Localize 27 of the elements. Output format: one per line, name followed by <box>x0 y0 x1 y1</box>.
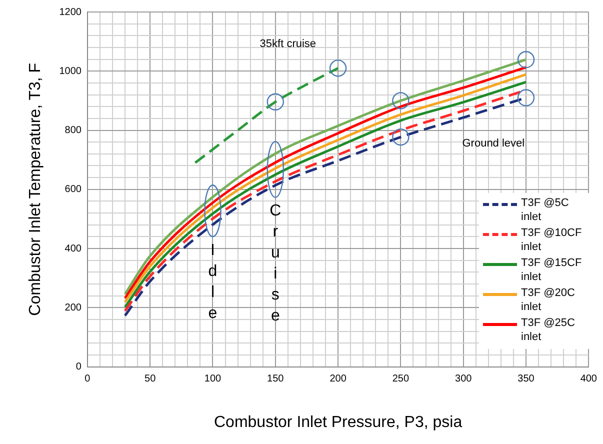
y-tick-label: 200 <box>64 302 82 314</box>
legend-label: T3F @25C inlet <box>521 316 576 344</box>
x-tick-label: 50 <box>144 374 156 385</box>
y-tick-label: 0 <box>76 362 82 373</box>
x-tick-label: 200 <box>330 374 347 385</box>
x-tick-label: 100 <box>204 374 222 385</box>
annotation: Idle <box>208 242 218 322</box>
legend-label: T3F @10CF inlet <box>521 226 583 254</box>
legend-label: T3F @20C inlet <box>521 286 576 314</box>
y-axis-title: Combustor Inlet Temperature, T3, F <box>27 62 44 316</box>
y-tick-label: 800 <box>64 125 82 136</box>
x-tick-label: 350 <box>518 374 535 385</box>
annotation: Ground level <box>462 137 525 150</box>
y-tick-label: 400 <box>64 243 82 254</box>
annotation: Cruise <box>270 202 282 325</box>
x-tick-label: 250 <box>392 374 410 385</box>
x-axis-title: Combustor Inlet Pressure, P3, psia <box>214 414 462 431</box>
legend-label: T3F @5C inlet <box>521 196 570 224</box>
x-tick-label: 300 <box>455 374 472 385</box>
y-tick-label: 1200 <box>59 6 82 18</box>
x-tick-label: 150 <box>267 374 284 385</box>
legend-label: T3F @15CF inlet <box>521 256 583 284</box>
y-tick-label: 1000 <box>59 66 82 77</box>
x-tick-label: 0 <box>84 374 91 385</box>
y-tick-label: 600 <box>64 184 82 196</box>
annotation: 35kft cruise <box>260 38 316 50</box>
x-tick-label: 400 <box>580 374 598 385</box>
